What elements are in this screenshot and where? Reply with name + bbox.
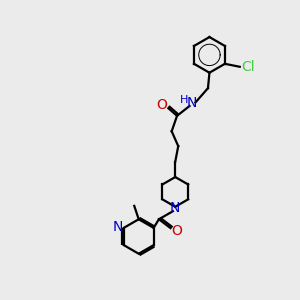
Text: N: N — [170, 201, 181, 215]
Text: O: O — [172, 224, 182, 239]
Text: H: H — [180, 95, 188, 105]
Text: Cl: Cl — [241, 60, 255, 74]
Text: O: O — [157, 98, 167, 112]
Text: N: N — [112, 220, 123, 234]
Text: N: N — [186, 96, 196, 110]
